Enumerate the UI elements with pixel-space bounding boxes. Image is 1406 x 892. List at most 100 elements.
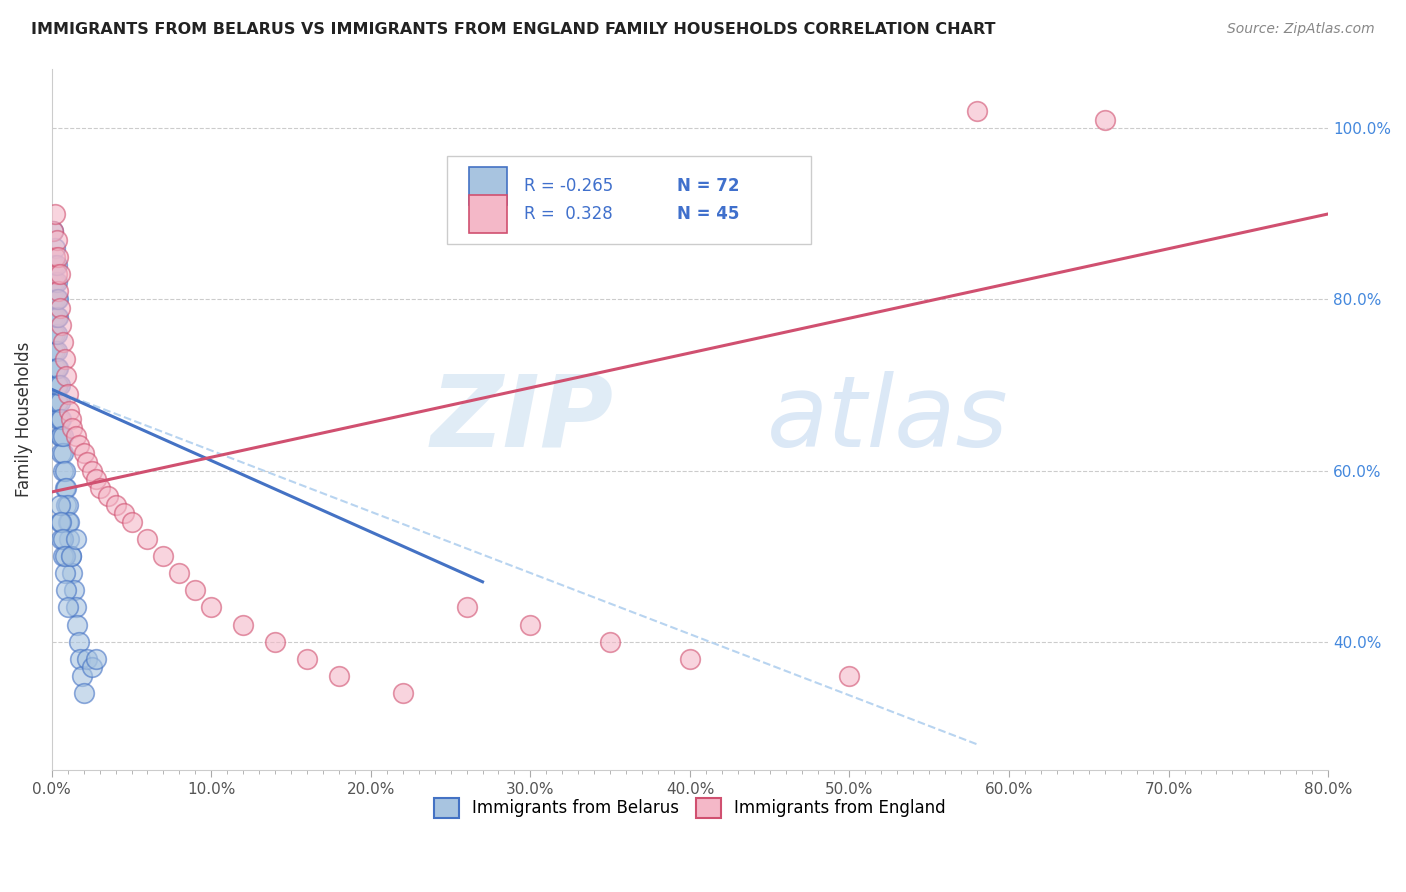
Point	[65, 600, 87, 615]
Point	[51, 318, 73, 333]
Point	[48, 515, 70, 529]
Point	[48, 267, 70, 281]
Point	[53, 481, 76, 495]
Bar	[470, 194, 508, 234]
Point	[45, 233, 67, 247]
Point	[45, 276, 67, 290]
Point	[232, 617, 254, 632]
Point	[52, 549, 75, 563]
Point	[45, 310, 67, 324]
Point	[46, 284, 69, 298]
Point	[136, 532, 159, 546]
Point	[73, 686, 96, 700]
Point	[44, 207, 66, 221]
Point	[56, 515, 79, 529]
Point	[46, 395, 69, 409]
Point	[48, 498, 70, 512]
Point	[51, 446, 73, 460]
Point	[52, 464, 75, 478]
Point	[66, 617, 89, 632]
Point	[48, 301, 70, 315]
Point	[42, 276, 65, 290]
Point	[59, 412, 82, 426]
Point	[46, 310, 69, 324]
Point	[51, 429, 73, 443]
Point	[46, 378, 69, 392]
Point	[42, 310, 65, 324]
Point	[44, 360, 66, 375]
Point	[200, 600, 222, 615]
Point	[62, 566, 84, 581]
Point	[45, 395, 67, 409]
Point	[42, 224, 65, 238]
Legend: Immigrants from Belarus, Immigrants from England: Immigrants from Belarus, Immigrants from…	[427, 791, 953, 825]
Point	[599, 634, 621, 648]
Point	[456, 600, 478, 615]
Point	[52, 532, 75, 546]
Point	[46, 412, 69, 426]
Point	[59, 549, 82, 563]
Point	[69, 652, 91, 666]
Text: Source: ZipAtlas.com: Source: ZipAtlas.com	[1227, 22, 1375, 37]
Point	[48, 429, 70, 443]
Point	[45, 378, 67, 392]
Point	[53, 566, 76, 581]
Point	[51, 532, 73, 546]
Point	[45, 258, 67, 272]
Point	[80, 660, 103, 674]
Point	[55, 583, 77, 598]
Text: atlas: atlas	[766, 371, 1008, 467]
Point	[56, 498, 79, 512]
FancyBboxPatch shape	[447, 156, 811, 244]
Point	[56, 386, 79, 401]
Point	[52, 335, 75, 350]
Point	[46, 293, 69, 307]
Point	[46, 250, 69, 264]
Point	[55, 369, 77, 384]
Point	[44, 258, 66, 272]
Text: R = -0.265: R = -0.265	[524, 177, 613, 194]
Point	[112, 507, 135, 521]
Point	[966, 104, 988, 119]
Point	[65, 429, 87, 443]
Point	[121, 515, 143, 529]
Point	[58, 403, 80, 417]
Point	[44, 293, 66, 307]
Point	[97, 489, 120, 503]
Point	[391, 686, 413, 700]
Point	[53, 464, 76, 478]
Point	[264, 634, 287, 648]
Point	[51, 412, 73, 426]
Point	[328, 669, 350, 683]
Point	[45, 326, 67, 341]
Point	[679, 652, 702, 666]
Point	[55, 481, 77, 495]
Point	[44, 250, 66, 264]
Point	[53, 549, 76, 563]
Point	[46, 360, 69, 375]
Point	[42, 258, 65, 272]
Point	[56, 600, 79, 615]
Point	[44, 241, 66, 255]
Point	[519, 617, 541, 632]
Point	[67, 438, 90, 452]
Point	[45, 293, 67, 307]
Point	[42, 293, 65, 307]
Point	[76, 652, 98, 666]
Point	[838, 669, 860, 683]
Point	[67, 634, 90, 648]
Text: ZIP: ZIP	[430, 371, 613, 467]
Text: R =  0.328: R = 0.328	[524, 205, 613, 223]
Point	[48, 395, 70, 409]
Point	[48, 412, 70, 426]
Point	[86, 652, 108, 666]
Point	[42, 343, 65, 358]
Point	[70, 669, 93, 683]
Point	[55, 498, 77, 512]
Point	[169, 566, 191, 581]
Point	[52, 429, 75, 443]
Point	[42, 326, 65, 341]
Point	[80, 464, 103, 478]
Bar	[470, 167, 508, 205]
Text: N = 72: N = 72	[678, 177, 740, 194]
